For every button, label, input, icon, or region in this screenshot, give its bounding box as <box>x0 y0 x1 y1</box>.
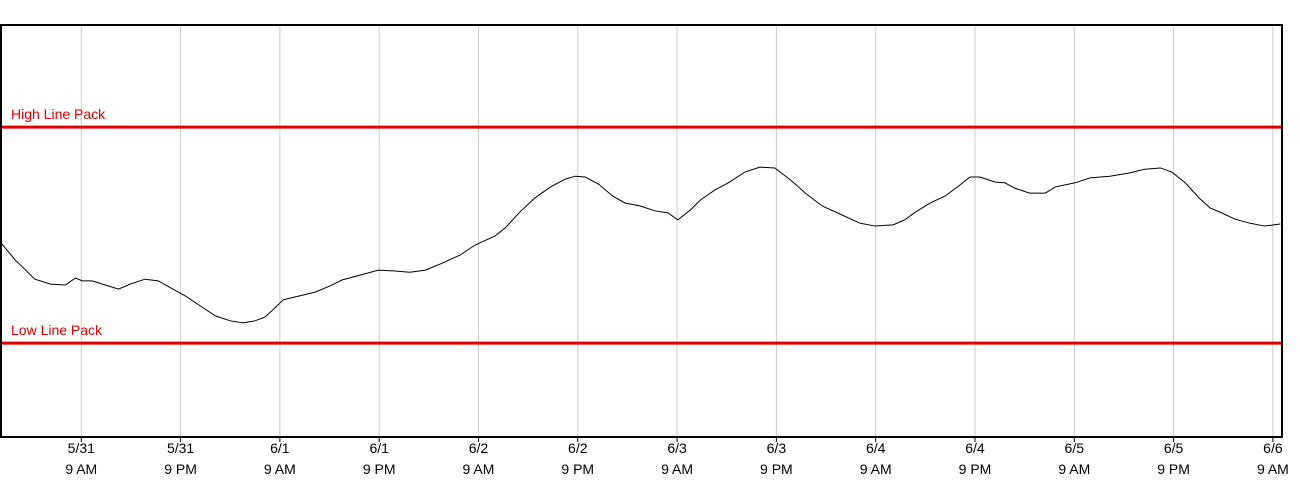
x-tick-label: 6/5 9 AM <box>1058 440 1090 477</box>
x-tick-label: 5/31 9 AM <box>65 440 97 477</box>
reference-label: High Line Pack <box>11 106 106 122</box>
x-tick-label: 6/3 9 AM <box>661 440 693 477</box>
x-tick-label: 6/4 9 PM <box>959 440 992 477</box>
x-tick-label: 6/2 9 AM <box>463 440 495 477</box>
reference-label: Low Line Pack <box>11 322 103 338</box>
data-line <box>0 166 1281 324</box>
x-tick-label: 6/2 9 PM <box>561 440 594 477</box>
x-tick-label: 6/3 9 PM <box>760 440 793 477</box>
x-tick-label: 6/1 9 PM <box>363 440 396 477</box>
x-tick-label: 6/1 9 AM <box>264 440 296 477</box>
plot-frame <box>0 24 1283 438</box>
x-tick-label: 6/4 9 AM <box>860 440 892 477</box>
x-tick-label: 6/6 9 AM <box>1257 440 1289 477</box>
x-tick-label: 5/31 9 PM <box>164 440 197 477</box>
x-tick-label: 6/5 9 PM <box>1157 440 1190 477</box>
